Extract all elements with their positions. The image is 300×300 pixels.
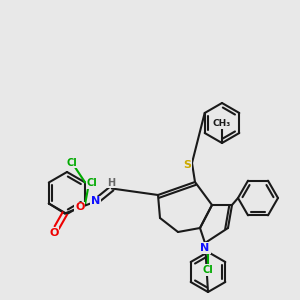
Text: O: O xyxy=(75,202,85,212)
Text: Cl: Cl xyxy=(87,178,98,188)
Text: S: S xyxy=(183,160,191,170)
Text: Cl: Cl xyxy=(67,158,78,167)
Text: N: N xyxy=(91,196,101,206)
Text: CH₃: CH₃ xyxy=(213,119,231,128)
Text: O: O xyxy=(49,227,58,238)
Text: N: N xyxy=(200,243,210,253)
Text: H: H xyxy=(107,178,115,188)
Text: Cl: Cl xyxy=(202,265,213,275)
